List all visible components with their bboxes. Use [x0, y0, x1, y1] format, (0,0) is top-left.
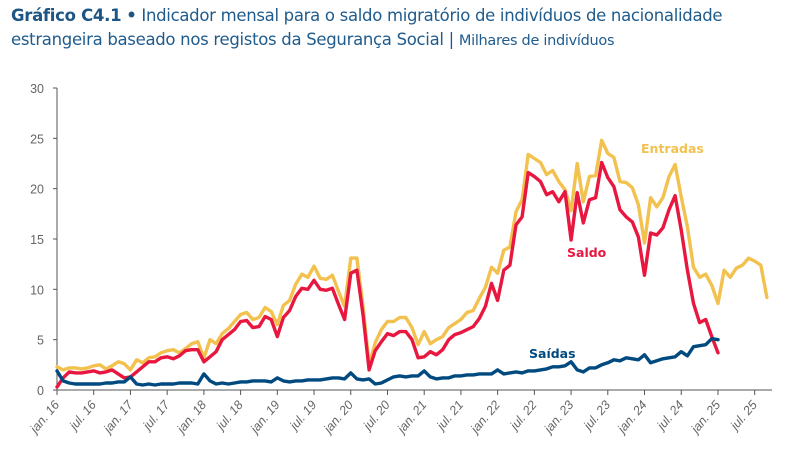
x-tick-label: jan. 16 — [26, 398, 62, 437]
series-lines — [55, 138, 769, 389]
title-bullet: • — [126, 6, 137, 25]
chart-number: Gráfico C4.1 — [11, 6, 122, 25]
x-tick-label: jul. 19 — [286, 398, 319, 434]
chart-title: Gráfico C4.1 • Indicador mensal para o s… — [11, 4, 791, 53]
chart-title-text: Indicador mensal para o saldo migratório… — [11, 6, 723, 49]
x-tick-label: jul. 21 — [433, 398, 466, 434]
x-tick-label: jan. 25 — [687, 398, 723, 437]
y-tick-label: 5 — [37, 334, 44, 348]
x-tick-label: jan. 21 — [393, 398, 429, 437]
y-tick-label: 30 — [30, 82, 44, 96]
y-tick-label: 25 — [30, 132, 44, 146]
series-label-entradas: Entradas — [641, 141, 704, 156]
series-line-saldo — [55, 160, 720, 389]
y-tick-label: 20 — [30, 183, 44, 197]
x-tick-label: jan. 18 — [173, 398, 209, 437]
series-label-saidas: Saídas — [529, 346, 576, 361]
x-tick-label: jul. 18 — [212, 398, 245, 434]
x-tick-label: jul. 25 — [727, 398, 760, 434]
x-tick-label: jan. 23 — [540, 398, 576, 437]
y-tick-label: 0 — [37, 384, 44, 398]
x-tick-label: jul. 17 — [139, 397, 173, 434]
x-tick-label: jan. 24 — [614, 398, 650, 437]
x-tick-label: jan. 22 — [467, 398, 503, 437]
x-tick-label: jan. 20 — [320, 398, 356, 437]
y-tick-label: 15 — [30, 233, 44, 247]
series-label-saldo: Saldo — [567, 245, 607, 260]
series-line-entradas — [55, 138, 769, 372]
y-tick-label: 10 — [30, 283, 44, 297]
title-separator: | — [448, 30, 455, 49]
series-line-saidas — [55, 337, 720, 387]
x-tick-label: jul. 24 — [653, 398, 686, 434]
chart-unit: Milhares de indivíduos — [458, 33, 615, 49]
x-tick-label: jul. 16 — [66, 398, 99, 434]
x-tick-label: jul. 20 — [359, 398, 392, 434]
x-tick-label: jul. 22 — [506, 398, 539, 434]
x-tick-label: jan. 19 — [246, 398, 282, 437]
x-tick-label: jan. 17 — [100, 397, 137, 437]
series-labels: Entradas Saldo Saídas — [529, 141, 704, 361]
x-tick-label: jul. 23 — [580, 398, 613, 434]
